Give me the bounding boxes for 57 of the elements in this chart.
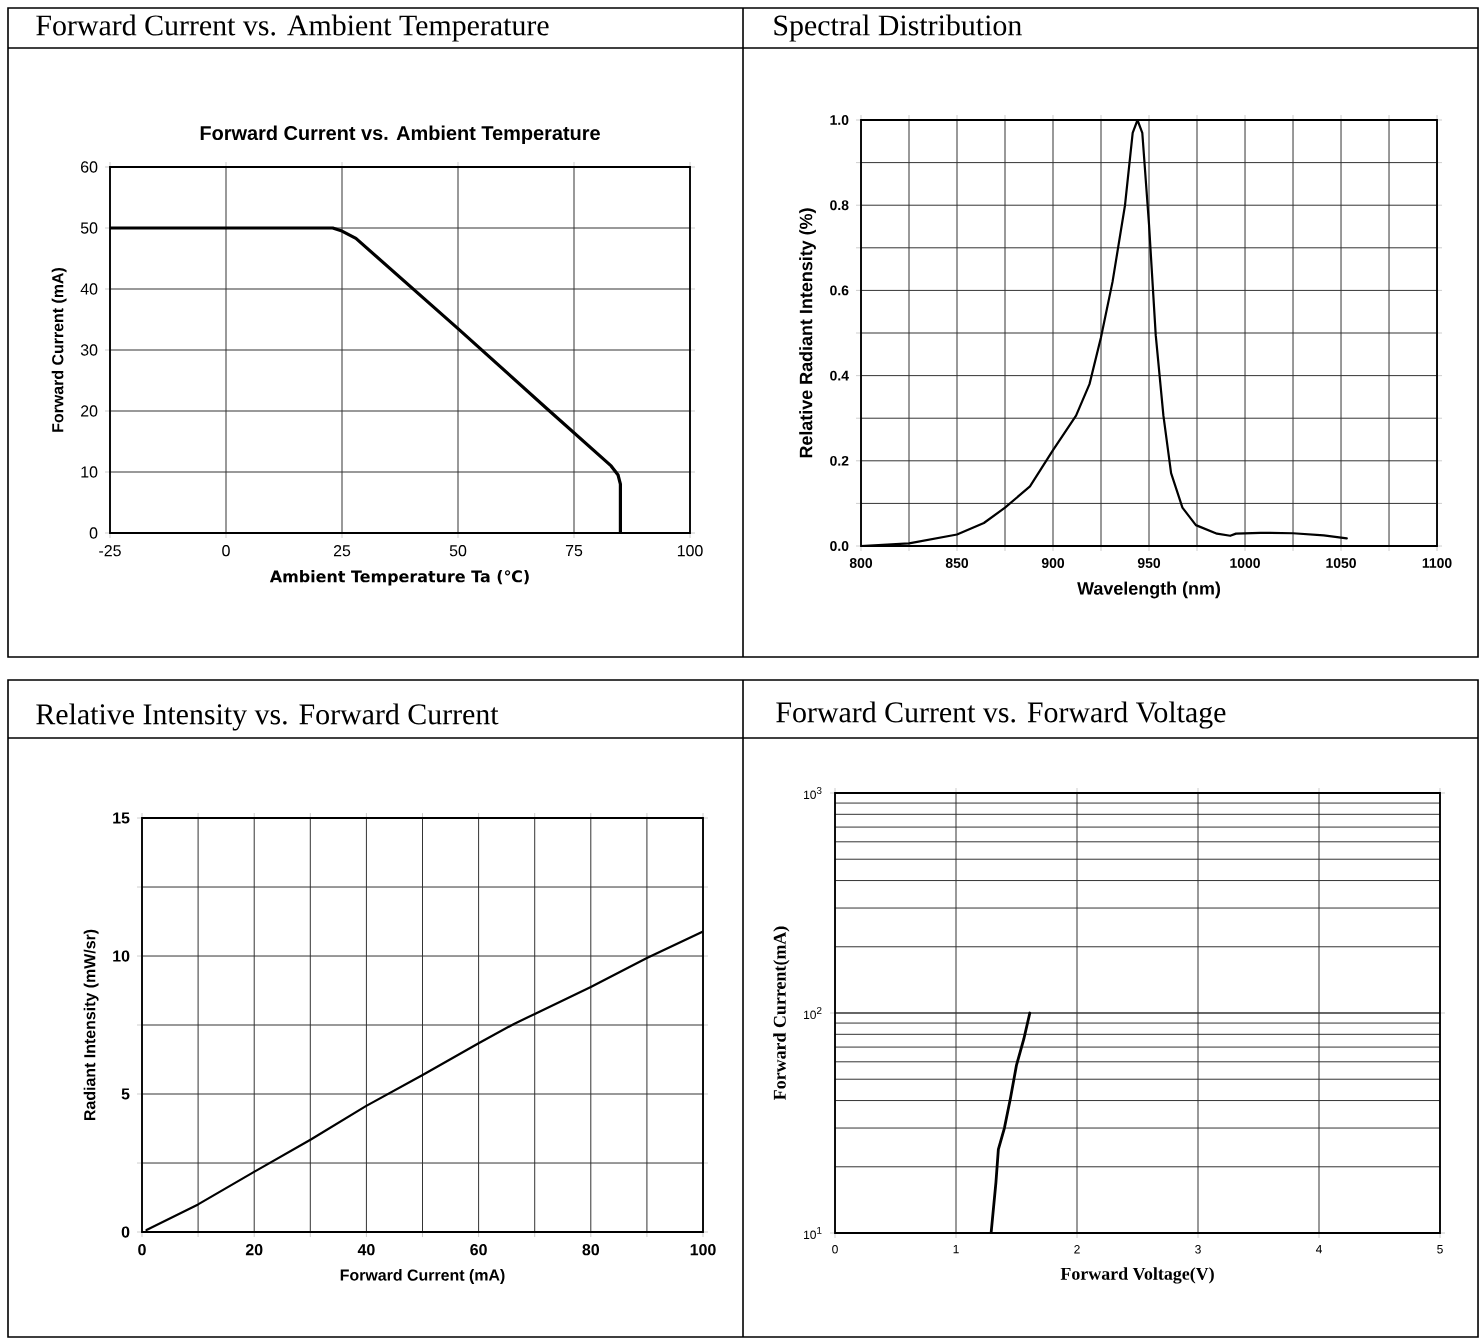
y-tick-label: 0.4 — [830, 370, 849, 381]
x-tick-label: 0 — [138, 1244, 146, 1256]
y-tick-label: 30 — [80, 344, 98, 356]
x-tick-label: 800 — [849, 558, 873, 568]
chart-subtitle: Forward Current vs. Ambient Temperature — [200, 125, 600, 145]
y-axis-title: Forward Current (mA) — [51, 268, 67, 432]
x-tick-label: 900 — [1041, 558, 1065, 568]
y-tick-label: 0.2 — [830, 455, 849, 466]
y-tick-label: 10$^{2}$ — [804, 1006, 822, 1020]
x-tick-label: 0 — [222, 545, 230, 557]
y-tick-label: 50 — [80, 222, 98, 234]
x-tick-label: 1000 — [1230, 558, 1260, 568]
x-tick-label: 60 — [470, 1244, 487, 1256]
y-tick-label: 10$^{1}$ — [804, 1227, 822, 1240]
y-tick-label: 5 — [121, 1088, 130, 1100]
x-axis-title: Forward Current (mA) — [340, 1269, 505, 1284]
y-tick-label: 0.6 — [830, 285, 849, 296]
x-tick-label: 100 — [677, 545, 703, 557]
x-tick-label: 5 — [1437, 1245, 1443, 1254]
x-tick-label: 25 — [333, 545, 351, 557]
x-tick-label: 850 — [945, 558, 969, 568]
x-tick-label: 80 — [582, 1244, 600, 1256]
x-tick-label: 40 — [357, 1244, 375, 1256]
chart-title: Forward Current vs. Ambient Temperature — [36, 14, 549, 42]
y-tick-label: 0 — [121, 1226, 130, 1238]
x-axis-title: Ambient Temperature Ta (℃) — [269, 570, 529, 586]
y-tick-label: 0 — [89, 527, 98, 539]
x-tick-label: 75 — [565, 545, 583, 557]
x-axis-title: Wavelength (nm) — [1077, 581, 1221, 599]
y-tick-label: 0.0 — [830, 541, 849, 551]
y-tick-label: 1.0 — [830, 115, 849, 125]
y-axis-title: Relative Radiant Intensity (%) — [799, 208, 816, 458]
y-tick-label: 10 — [81, 466, 98, 478]
y-tick-label: 0.8 — [830, 200, 849, 211]
y-axis-title: Forward Current(mA) — [773, 926, 790, 1100]
chart-title: Forward Current vs. Forward Voltage — [776, 701, 1226, 729]
x-tick-label: 3 — [1195, 1245, 1201, 1254]
x-tick-label: -25 — [99, 545, 121, 557]
y-axis-title: Radiant Intensity (mW/sr) — [83, 929, 99, 1121]
y-tick-label: 60 — [81, 161, 98, 173]
x-tick-label: 50 — [449, 545, 467, 557]
x-tick-label: 1100 — [1422, 558, 1452, 568]
y-tick-label: 10$^{3}$ — [804, 786, 822, 800]
x-tick-label: 1050 — [1326, 558, 1356, 568]
x-tick-label: 2 — [1074, 1245, 1080, 1254]
x-tick-label: 20 — [245, 1244, 263, 1256]
x-tick-label: 1 — [953, 1245, 959, 1254]
chart-title: Spectral Distribution — [774, 14, 1022, 42]
y-tick-label: 20 — [81, 405, 98, 417]
y-tick-label: 40 — [80, 283, 98, 295]
x-tick-label: 950 — [1137, 558, 1161, 568]
y-tick-label: 15 — [113, 812, 130, 824]
x-axis-title: Forward Voltage(V) — [1060, 1267, 1214, 1284]
y-tick-label: 10 — [113, 950, 130, 962]
x-tick-label: 4 — [1315, 1245, 1322, 1254]
x-tick-label: 100 — [690, 1244, 716, 1256]
chart-title: Relative Intensity vs. Forward Current — [36, 703, 499, 731]
